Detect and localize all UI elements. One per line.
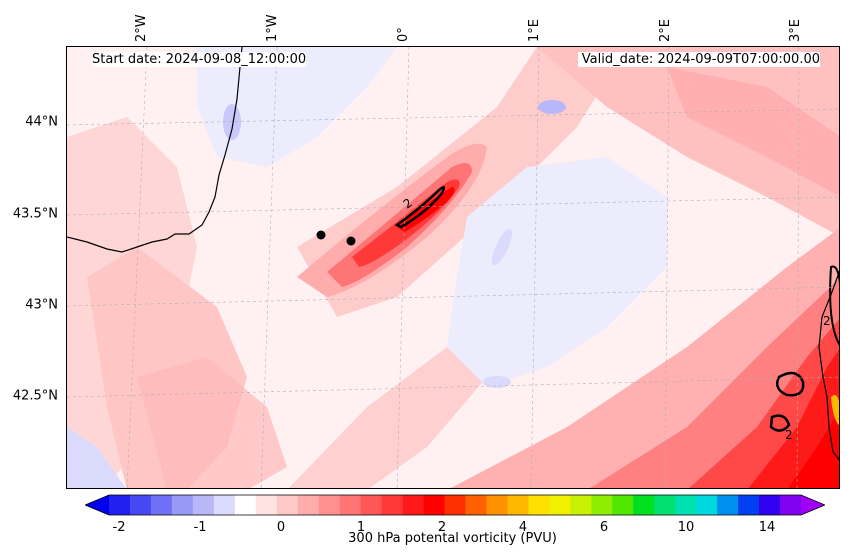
colorbar-tick: 4 (518, 520, 528, 535)
colorbar-tick: 10 (677, 520, 695, 535)
colorbar-segment (528, 495, 550, 515)
colorbar-segment (360, 495, 383, 515)
lon-label-1e: 1°E (527, 19, 542, 42)
colorbar-segment (570, 495, 592, 515)
colorbar-segment (234, 495, 257, 515)
colorbar-segment (675, 495, 697, 515)
colorbar-segment (150, 495, 173, 515)
colorbar-segment (738, 495, 760, 515)
colorbar-tick: 1 (356, 520, 366, 535)
colorbar-tick: 0 (276, 520, 286, 535)
lat-label-43n: 43°N (25, 297, 58, 313)
lon-label-2w: 2°W (134, 14, 149, 42)
colorbar-tick: 6 (599, 520, 609, 535)
colorbar-segment (507, 495, 529, 515)
grid-lon-2e (664, 47, 670, 488)
colorbar-segment (780, 495, 802, 515)
lon-label-2e: 2°E (658, 19, 673, 42)
colorbar-segment (213, 495, 236, 515)
colorbar-segment (109, 495, 131, 515)
colorbar-segment (318, 495, 341, 515)
colorbar-segment (549, 495, 571, 515)
grid-lon-1w (260, 47, 278, 488)
colorbar-segment (276, 495, 299, 515)
coastline-east (818, 270, 839, 461)
colorbar-segment (192, 495, 215, 515)
grid-lon-2w (126, 47, 148, 488)
se-contour-2 (769, 414, 791, 432)
colorbar-segment (297, 495, 320, 515)
colorbar-segment (339, 495, 362, 515)
map-panel: 2 2 2 (66, 46, 840, 489)
lat-label-43-5n: 43.5°N (12, 206, 58, 222)
colorbar-segment (633, 495, 655, 515)
colorbar-segment (381, 495, 404, 515)
colorbar-segment (612, 495, 634, 515)
colorbar-tick: 14 (758, 520, 776, 535)
lon-label-3e: 3°E (788, 19, 803, 42)
colorbar-segment (402, 495, 425, 515)
colorbar-tick: -2 (112, 520, 126, 535)
valid-date-label: Valid_date: 2024-09-09T07:00:00.00 (577, 52, 820, 67)
colorbar-segment (717, 495, 739, 515)
streamer-contour-2 (394, 185, 446, 229)
colorbar-tick: -1 (193, 520, 207, 535)
pv-band-southeast-5 (788, 410, 839, 488)
colorbar-outline (85, 494, 825, 516)
grid-lon-1e (530, 47, 540, 488)
graticule (67, 47, 839, 488)
neg-pv-blob-2 (223, 104, 241, 140)
pv-band-northeast-2 (667, 67, 839, 196)
neg-pv-center (447, 157, 667, 387)
colorbar-extend-max (801, 495, 825, 515)
neg-pv-blob-1 (538, 100, 566, 114)
colorbar-segment (423, 495, 446, 515)
pv-band-south-mid (288, 347, 487, 488)
se-contour-1 (776, 371, 805, 397)
colorbar-segment (171, 495, 194, 515)
neg-pv-northwest (197, 47, 397, 167)
contour-label: 2 (785, 428, 793, 442)
colorbar-segment (696, 495, 718, 515)
colorbar-segment (591, 495, 613, 515)
negative-pv-areas (67, 47, 667, 488)
colorbar (85, 494, 825, 516)
colorbar-segment (255, 495, 278, 515)
grid-lon-3e (796, 47, 800, 488)
lat-label-42-5n: 42.5°N (12, 388, 58, 404)
pv-streamer (297, 143, 487, 297)
lon-label-0: 0° (396, 27, 411, 42)
colorbar-segment (759, 495, 781, 515)
colorbar-segment (129, 495, 152, 515)
colorbar-extend-min (85, 495, 109, 515)
neg-pv-strip (67, 427, 126, 488)
colorbar-segment (444, 495, 466, 515)
start-date-label: Start date: 2024-09-08_12:00:00 (92, 52, 307, 67)
colorbar-tick: 2 (437, 520, 447, 535)
colorbar-segment (486, 495, 508, 515)
colorbar-segment (465, 495, 487, 515)
colorbar-segment (654, 495, 676, 515)
pv-band-west-3 (137, 357, 287, 488)
marker-west (316, 230, 326, 240)
neg-pv-blob-4 (491, 228, 513, 266)
contour-label: 2 (823, 314, 831, 328)
neg-pv-blob-3 (483, 376, 511, 388)
pv-field-map: 2 2 2 (67, 47, 839, 488)
marker-east (346, 236, 356, 246)
grid-lon-0 (396, 47, 410, 488)
lat-label-44n: 44°N (25, 114, 58, 130)
lon-label-1w: 1°W (265, 14, 280, 42)
se-high-pv (831, 395, 839, 426)
coastline (67, 47, 243, 253)
pv-bands (67, 47, 839, 488)
colorbar-title: 300 hPa potental vorticity (PVU) (348, 531, 557, 546)
